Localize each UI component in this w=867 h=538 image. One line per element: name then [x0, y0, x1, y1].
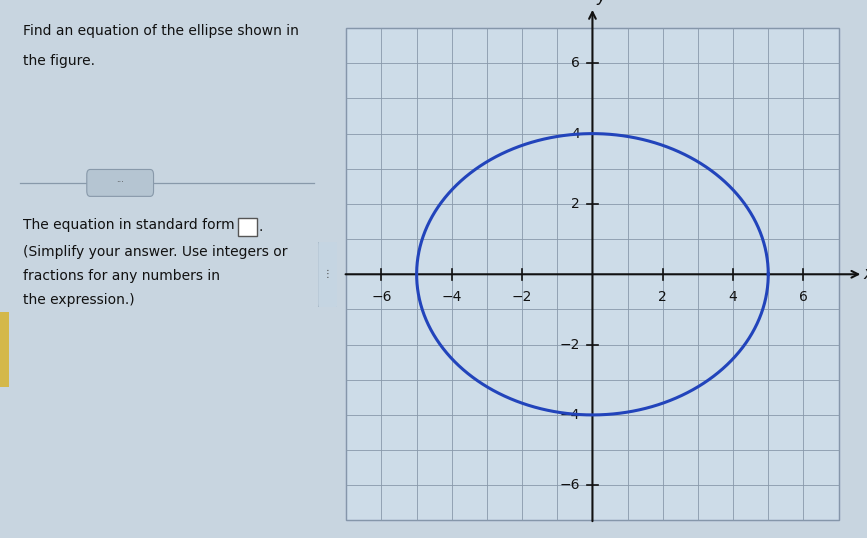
Text: −2: −2 — [512, 290, 532, 304]
Text: 6: 6 — [571, 56, 580, 70]
Text: Find an equation of the ellipse shown in: Find an equation of the ellipse shown in — [23, 24, 299, 38]
Text: the expression.): the expression.) — [23, 293, 135, 307]
Text: −4: −4 — [441, 290, 462, 304]
Text: .: . — [258, 220, 263, 234]
FancyBboxPatch shape — [87, 169, 153, 196]
Text: 6: 6 — [799, 290, 808, 304]
Text: (Simplify your answer. Use integers or: (Simplify your answer. Use integers or — [23, 245, 288, 259]
FancyBboxPatch shape — [317, 240, 338, 309]
Text: −2: −2 — [560, 338, 580, 352]
Text: 4: 4 — [729, 290, 738, 304]
Text: −6: −6 — [371, 290, 392, 304]
Text: x: x — [864, 265, 867, 284]
Text: 2: 2 — [571, 197, 580, 211]
Text: 2: 2 — [658, 290, 667, 304]
Text: The equation in standard form is: The equation in standard form is — [23, 218, 251, 232]
Text: ⋮: ⋮ — [323, 270, 333, 279]
Text: fractions for any numbers in: fractions for any numbers in — [23, 269, 220, 283]
Text: ···: ··· — [116, 179, 124, 187]
Text: −6: −6 — [559, 478, 580, 492]
Text: the figure.: the figure. — [23, 54, 95, 68]
Text: y: y — [596, 0, 606, 5]
Text: 4: 4 — [571, 126, 580, 140]
Text: −4: −4 — [560, 408, 580, 422]
FancyBboxPatch shape — [238, 218, 257, 236]
Bar — [0, 312, 10, 387]
